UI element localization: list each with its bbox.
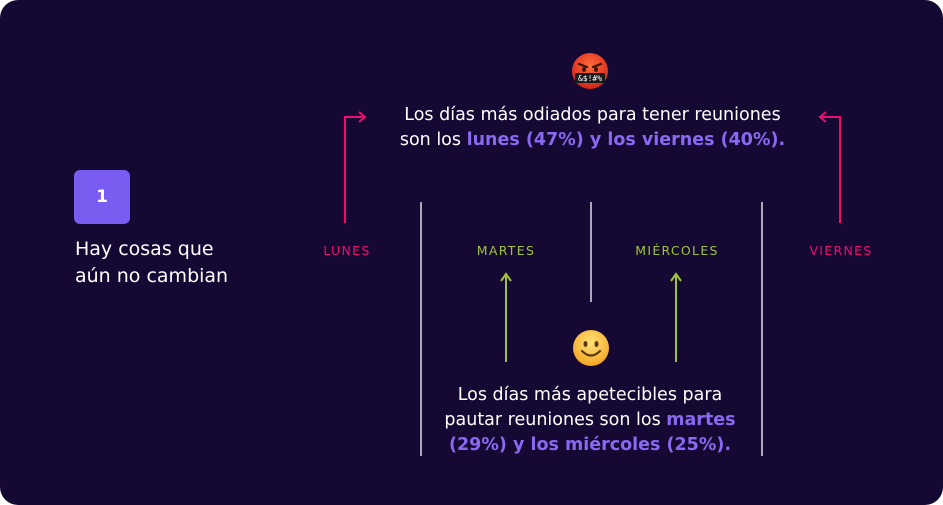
step-number: 1	[96, 187, 108, 207]
arrow-up-icon	[670, 272, 682, 362]
top-statement-highlight: lunes (47%) y los viernes (40%).	[466, 130, 786, 150]
angry-face-symbols: &$!#%	[578, 74, 602, 83]
arrow-up-left-icon	[818, 111, 841, 223]
arrow-up-right-icon	[344, 111, 367, 223]
headline: Hay cosas que aún no cambian	[75, 236, 295, 290]
smiling-face-icon	[573, 330, 609, 366]
top-statement: Los días más odiados para tener reunione…	[370, 103, 815, 153]
bottom-statement-line-2: pautar reuniones son los martes	[430, 408, 750, 433]
day-label-viernes: VIERNES	[809, 243, 873, 258]
bottom-statement-highlight-1: martes	[666, 410, 736, 430]
angry-face-icon: &$!#%	[572, 53, 608, 89]
day-label-lunes: LUNES	[323, 243, 371, 258]
step-number-badge: 1	[74, 170, 130, 224]
bottom-statement-line-1: Los días más apetecibles para	[457, 385, 723, 405]
headline-line-2: aún no cambian	[75, 265, 229, 287]
bottom-statement: Los días más apetecibles para pautar reu…	[430, 383, 750, 458]
bottom-statement-highlight-2: (29%) y los miércoles (25%).	[448, 435, 732, 455]
bottom-statement-prefix: pautar reuniones son los	[444, 410, 667, 430]
top-statement-line-1: Los días más odiados para tener reunione…	[404, 105, 781, 125]
arrow-up-icon	[500, 272, 512, 362]
headline-line-1: Hay cosas que	[75, 238, 214, 260]
top-statement-line-2: son los lunes (47%) y los viernes (40%).	[370, 128, 815, 153]
top-statement-prefix: son los	[399, 130, 467, 150]
day-label-miercoles: MIÉRCOLES	[635, 243, 719, 258]
day-label-martes: MARTES	[476, 243, 536, 258]
